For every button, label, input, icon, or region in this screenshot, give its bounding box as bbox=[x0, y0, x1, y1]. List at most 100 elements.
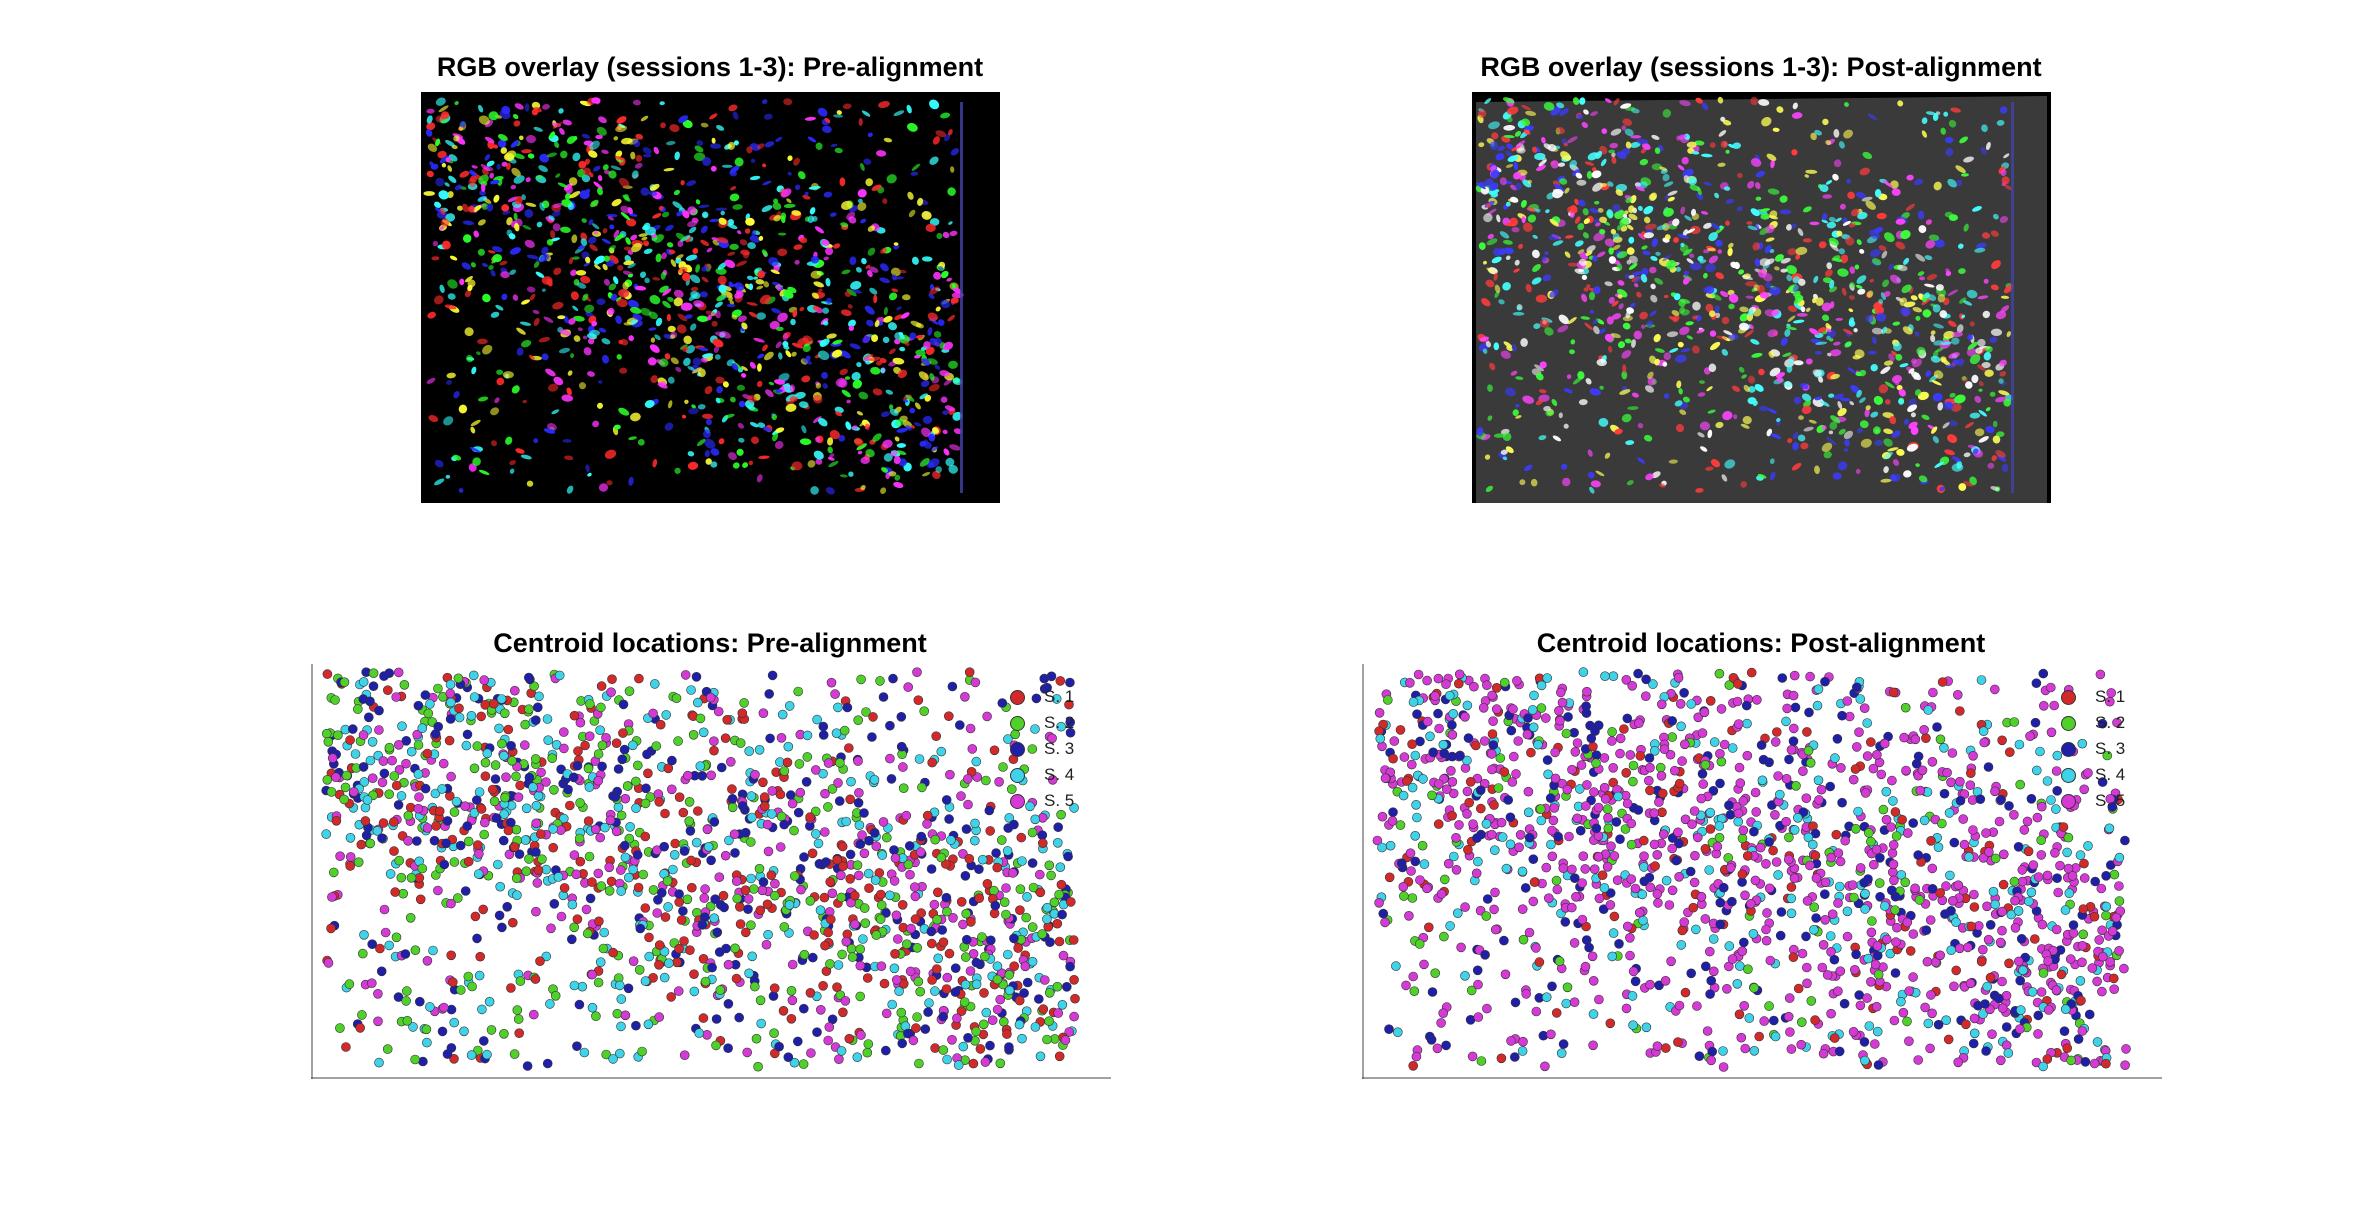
cell-blob bbox=[667, 400, 673, 409]
cell-blob bbox=[1551, 398, 1558, 407]
centroid-point bbox=[734, 1012, 745, 1023]
cell-blob bbox=[1974, 247, 1986, 253]
cell-blob bbox=[434, 459, 444, 468]
legend-swatch-s1 bbox=[1010, 690, 1025, 705]
cell-blob bbox=[714, 331, 727, 337]
centroid-point bbox=[985, 1040, 995, 1051]
cell-blob bbox=[1833, 129, 1840, 138]
cell-blob bbox=[1841, 287, 1847, 296]
cell-blob bbox=[506, 162, 511, 171]
centroid-point bbox=[1014, 995, 1025, 1006]
centroid-point bbox=[920, 1024, 931, 1034]
cell-blob bbox=[1694, 140, 1705, 146]
centroid-point bbox=[396, 872, 407, 883]
cell-blob bbox=[948, 360, 958, 369]
cell-blob bbox=[942, 429, 948, 435]
cell-blob bbox=[947, 314, 956, 322]
centroid-point bbox=[1674, 838, 1684, 849]
centroid-point bbox=[703, 842, 714, 852]
cell-blob bbox=[810, 486, 819, 495]
centroid-point bbox=[358, 730, 369, 740]
centroid-point bbox=[620, 1010, 631, 1021]
cell-blob bbox=[951, 283, 956, 289]
cell-blob bbox=[552, 122, 563, 129]
centroid-point bbox=[686, 685, 696, 695]
cell-blob bbox=[1857, 212, 1868, 220]
cell-blob bbox=[1925, 111, 1936, 115]
cell-blob bbox=[1483, 213, 1493, 223]
cell-blob bbox=[1939, 486, 1945, 492]
cell-blob bbox=[1928, 234, 1940, 241]
cell-blob bbox=[1795, 246, 1808, 255]
cell-blob bbox=[948, 464, 958, 474]
centroid-point bbox=[836, 892, 847, 903]
cell-blob bbox=[832, 243, 841, 249]
cell-blob bbox=[1523, 129, 1531, 135]
cell-blob bbox=[557, 315, 566, 320]
centroid-point bbox=[714, 947, 725, 957]
centroid-point bbox=[531, 800, 542, 811]
cell-blob bbox=[603, 255, 610, 262]
centroid-point bbox=[374, 725, 384, 735]
cell-blob bbox=[434, 201, 442, 208]
cell-blob bbox=[1959, 136, 1969, 144]
centroid-point bbox=[393, 667, 404, 678]
cell-blob bbox=[513, 212, 518, 221]
cell-blob bbox=[1525, 283, 1532, 293]
cell-blob bbox=[1545, 409, 1555, 417]
centroid-point bbox=[543, 735, 553, 745]
centroid-point bbox=[945, 769, 955, 780]
cell-blob bbox=[896, 450, 907, 456]
cell-blob bbox=[1925, 370, 1932, 377]
centroid-point bbox=[838, 861, 848, 871]
centroid-point bbox=[1064, 1027, 1075, 1037]
centroid-point bbox=[1015, 905, 1025, 915]
cell-blob bbox=[925, 346, 935, 355]
cell-blob bbox=[759, 294, 771, 305]
centroid-point bbox=[837, 949, 847, 960]
cell-blob bbox=[453, 391, 460, 399]
centroid-point bbox=[869, 828, 880, 838]
centroid-point bbox=[709, 736, 719, 746]
centroid-point bbox=[1044, 860, 1055, 871]
centroid-point bbox=[1046, 870, 1056, 881]
cell-blob bbox=[577, 244, 586, 250]
cell-blob bbox=[1511, 226, 1520, 233]
cell-blob bbox=[587, 236, 597, 244]
centroid-point bbox=[367, 939, 378, 950]
centroid-point bbox=[1049, 897, 1060, 908]
cell-blob bbox=[1549, 289, 1559, 298]
centroid-point bbox=[610, 792, 621, 802]
cell-blob bbox=[732, 111, 739, 120]
cell-blob bbox=[666, 313, 671, 322]
cell-blob bbox=[552, 202, 563, 209]
cell-blob bbox=[1855, 468, 1861, 474]
centroid-point bbox=[697, 919, 708, 930]
cell-blob bbox=[687, 206, 697, 215]
cell-blob bbox=[675, 254, 684, 260]
centroid-point bbox=[960, 952, 971, 962]
cell-blob bbox=[928, 293, 935, 299]
cell-blob bbox=[1828, 393, 1835, 398]
cell-blob bbox=[666, 242, 674, 248]
cell-blob bbox=[673, 189, 680, 196]
cell-blob bbox=[940, 396, 948, 403]
cell-blob bbox=[483, 166, 494, 172]
centroid-point bbox=[977, 854, 988, 865]
cell-blob bbox=[1617, 341, 1626, 349]
centroid-point bbox=[460, 801, 470, 811]
cell-blob bbox=[1656, 224, 1668, 231]
cell-blob bbox=[643, 248, 653, 254]
cell-blob bbox=[902, 399, 909, 403]
cell-blob bbox=[533, 261, 540, 268]
cell-blob bbox=[591, 97, 601, 104]
cell-blob bbox=[1891, 430, 1901, 438]
cell-blob bbox=[693, 152, 706, 162]
cell-blob bbox=[761, 205, 773, 213]
cell-blob bbox=[1745, 295, 1754, 299]
cell-blob bbox=[632, 313, 643, 321]
cell-blob bbox=[904, 341, 910, 347]
centroid-point bbox=[628, 956, 639, 967]
centroid-point bbox=[1621, 768, 1632, 778]
cell-blob bbox=[1491, 132, 1499, 140]
